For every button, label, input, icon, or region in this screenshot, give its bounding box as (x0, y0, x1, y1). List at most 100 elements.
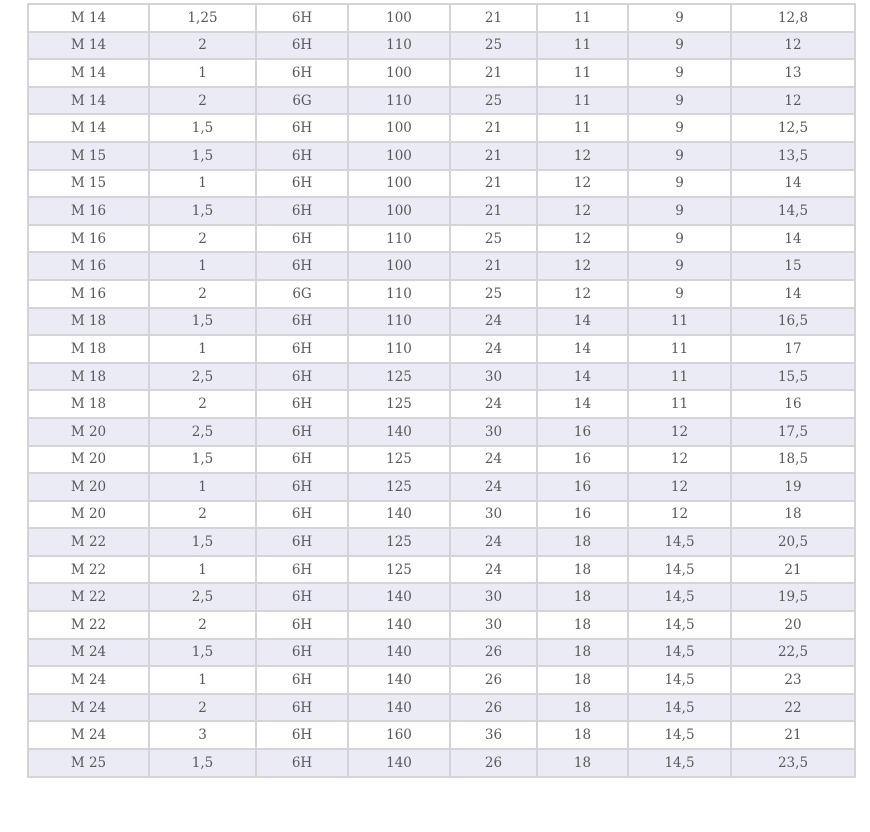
table-cell: 110 (347, 85, 451, 116)
table-cell: 12 (627, 416, 732, 447)
table-cell: 13 (730, 58, 856, 88)
table-cell: 9 (627, 223, 732, 254)
table-row: M 22 1,5 6H 125 24 18 14,5 20,5 (27, 527, 856, 557)
table-cell: M 20 (27, 444, 150, 475)
table-cell: 22 (730, 692, 856, 723)
table-cell: M 18 (27, 361, 150, 392)
table-cell: 14,5 (627, 554, 732, 585)
table-cell: 9 (627, 58, 732, 88)
table-cell: 100 (347, 58, 451, 88)
table-cell: 160 (347, 720, 451, 751)
table-row: M 14 2 6G 110 25 11 9 12 (27, 85, 856, 116)
table-cell: M 16 (27, 278, 150, 309)
table-cell: 6H (255, 140, 349, 171)
table-cell: 14 (536, 361, 629, 392)
table-cell: 6H (255, 306, 349, 337)
table-cell: 14 (730, 168, 856, 199)
table-cell: M 16 (27, 251, 150, 281)
table-row: M 20 2,5 6H 140 30 16 12 17,5 (27, 416, 856, 447)
table-cell: 16 (536, 444, 629, 475)
table-cell: 14,5 (627, 720, 732, 751)
table-cell: 6H (255, 361, 349, 392)
table-cell: 13,5 (730, 140, 856, 171)
table-cell: 6H (255, 665, 349, 695)
table-cell: 9 (627, 30, 732, 61)
table-cell: 24 (449, 472, 538, 502)
table-cell: 25 (449, 85, 538, 116)
table-cell: 11 (536, 113, 629, 143)
table-cell: 140 (347, 748, 451, 778)
table-cell: 18 (536, 720, 629, 751)
table-cell: 16 (536, 472, 629, 502)
table-cell: 18 (536, 637, 629, 668)
table-row: M 15 1 6H 100 21 12 9 14 (27, 168, 856, 199)
table-cell: 100 (347, 3, 451, 33)
table-cell: 23,5 (730, 748, 856, 778)
table-row: M 22 1 6H 125 24 18 14,5 21 (27, 554, 856, 585)
table-cell: 6H (255, 637, 349, 668)
table-cell: 6H (255, 610, 349, 640)
table-cell: 6H (255, 720, 349, 751)
table-cell: 14 (730, 278, 856, 309)
table-cell: M 18 (27, 334, 150, 364)
table-cell: 30 (449, 582, 538, 613)
table-row: M 18 2 6H 125 24 14 11 16 (27, 389, 856, 419)
table-cell: M 22 (27, 610, 150, 640)
table-cell: 9 (627, 3, 732, 33)
table-row: M 15 1,5 6H 100 21 12 9 13,5 (27, 140, 856, 171)
table-cell: M 20 (27, 416, 150, 447)
table-cell: 2 (148, 389, 257, 419)
table-cell: 6H (255, 223, 349, 254)
table-cell: M 16 (27, 223, 150, 254)
table-cell: 21 (449, 196, 538, 226)
table-cell: 9 (627, 85, 732, 116)
table-cell: 1,5 (148, 113, 257, 143)
table-body: M 14 1,25 6H 100 21 11 9 12,8 M 14 2 6H 110 25 11 9 12 M… (27, 3, 856, 778)
table-cell: 6H (255, 58, 349, 88)
table-row: M 14 1,5 6H 100 21 11 9 12,5 (27, 113, 856, 143)
table-cell: 25 (449, 30, 538, 61)
table-cell: 12 (536, 223, 629, 254)
table-cell: 2 (148, 30, 257, 61)
table-row: M 18 1,5 6H 110 24 14 11 16,5 (27, 306, 856, 337)
table-cell: 110 (347, 223, 451, 254)
table-cell: 140 (347, 610, 451, 640)
table-cell: 30 (449, 416, 538, 447)
table-cell: 140 (347, 692, 451, 723)
table-cell: 21 (730, 720, 856, 751)
table-cell: 11 (536, 30, 629, 61)
table-cell: 12 (536, 278, 629, 309)
table-cell: 18 (536, 582, 629, 613)
table-row: M 14 1 6H 100 21 11 9 13 (27, 58, 856, 88)
table-row: M 24 1,5 6H 140 26 18 14,5 22,5 (27, 637, 856, 668)
table-cell: 125 (347, 527, 451, 557)
table-cell: 100 (347, 168, 451, 199)
table-cell: 1,5 (148, 527, 257, 557)
table-row: M 20 2 6H 140 30 16 12 18 (27, 499, 856, 530)
table-cell: 24 (449, 527, 538, 557)
table-cell: 26 (449, 692, 538, 723)
table-row: M 14 2 6H 110 25 11 9 12 (27, 30, 856, 61)
table-cell: 16,5 (730, 306, 856, 337)
table-cell: 21 (449, 251, 538, 281)
table-cell: 14,5 (627, 692, 732, 723)
table-cell: 11 (627, 334, 732, 364)
table-row: M 16 2 6H 110 25 12 9 14 (27, 223, 856, 254)
table-row: M 16 1 6H 100 21 12 9 15 (27, 251, 856, 281)
table-cell: 6H (255, 30, 349, 61)
table-cell: M 24 (27, 665, 150, 695)
table-row: M 18 2,5 6H 125 30 14 11 15,5 (27, 361, 856, 392)
table-cell: 36 (449, 720, 538, 751)
table-cell: M 24 (27, 720, 150, 751)
table-cell: 140 (347, 637, 451, 668)
table-cell: 9 (627, 196, 732, 226)
table-cell: 11 (536, 3, 629, 33)
table-cell: 14 (536, 389, 629, 419)
table-cell: 2 (148, 223, 257, 254)
table-cell: 12,8 (730, 3, 856, 33)
table-cell: 21 (449, 168, 538, 199)
table-cell: 125 (347, 444, 451, 475)
table-cell: 18 (536, 748, 629, 778)
table-cell: 110 (347, 306, 451, 337)
table-cell: 2,5 (148, 416, 257, 447)
